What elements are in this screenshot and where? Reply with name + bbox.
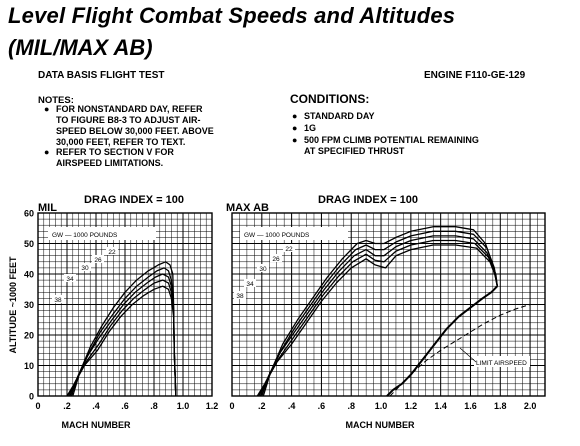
bullet-icon: ● [292,123,298,133]
series-label: 26 [272,256,280,263]
series-label: 22 [108,249,116,256]
panel-label: MIL [38,202,57,214]
x-tick-label: .8 [347,401,355,411]
legend-label: GW — 1000 POUNDS [52,232,118,239]
note-line: SPEED BELOW 30,000 FEET. ABOVE [56,126,214,136]
y-axis-label: ALTITUDE ~1000 FEET [8,256,18,354]
condition-item-1: ● STANDARD DAY [292,111,375,122]
plot-frame [37,212,213,397]
condition-item-2: ● 1G [292,123,316,134]
legend-bg [240,227,348,240]
legend-label: GW — 1000 POUNDS [244,232,310,239]
y-tick-label: 50 [24,239,34,249]
series-label-bg [283,244,295,252]
y-tick-label: 10 [24,361,34,371]
bullet-icon: ● [292,135,298,145]
x-tick-label: 0 [229,401,234,411]
series-label: 30 [81,265,89,272]
note-line: TO FIGURE B8-3 TO ADJUST AIR- [56,115,201,125]
series-label: 38 [236,293,244,300]
series-line-38 [66,285,177,397]
x-tick-label: 1.2 [206,401,219,411]
notes-heading: NOTES: [38,95,74,106]
note-line: REFER TO SECTION V FOR [56,147,174,157]
series-label-bg [257,264,269,272]
x-tick-label: 1.0 [375,401,388,411]
y-tick-label: 40 [24,270,34,280]
series-line-34 [258,239,498,397]
x-tick-label: 0 [35,401,40,411]
data-basis-label: DATA BASIS FLIGHT TEST [38,70,165,81]
series-label: 22 [285,246,293,253]
x-tick-label: .6 [121,401,129,411]
note-line: FOR NONSTANDARD DAY, REFER [56,104,203,114]
series-label-bg [244,279,256,287]
condition-item-3: ● 500 FPM CLIMB POTENTIAL REMAINING AT SP… [292,135,479,157]
x-tick-label: .6 [318,401,326,411]
series-label-bg [52,295,64,303]
note-line: AIRSPEED LIMITATIONS. [56,158,164,168]
x-tick-label: 2.0 [524,401,537,411]
series-line-38 [256,244,498,397]
series-line-26 [261,230,498,397]
x-tick-label: 1.6 [464,401,477,411]
y-tick-label: 20 [24,331,34,341]
x-axis-label: MACH NUMBER [62,420,131,430]
series-line-22 [262,226,498,397]
note-item-1: ● FOR NONSTANDARD DAY, REFER TO FIGURE B8… [44,104,274,148]
x-tick-label: .2 [63,401,71,411]
series-line-LIMIT AIRSPEED [389,304,531,397]
series-line-22 [72,261,177,397]
panel-label: MAX AB [226,202,269,214]
condition-line: AT SPECIFIED THRUST [304,146,405,156]
condition-line: 1G [304,123,317,133]
series-label: 34 [246,281,254,288]
note-item-2: ● REFER TO SECTION V FOR AIRSPEED LIMITAT… [44,147,274,169]
y-tick-label: 60 [24,209,34,219]
engine-label: ENGINE F110-GE-129 [424,70,526,81]
bullet-icon: ● [44,147,50,157]
condition-line: STANDARD DAY [304,111,375,121]
conditions-heading: CONDITIONS: [290,92,370,106]
note-line: 30,000 FEET, REFER TO TEXT. [56,137,186,147]
series-label: 34 [66,276,74,283]
bullet-icon: ● [44,104,50,114]
series-label: 38 [54,297,62,304]
x-tick-label: .4 [92,401,100,411]
series-label-bg [92,255,104,263]
series-label-bg [270,254,282,262]
series-label: 30 [259,266,267,273]
series-label-bg [64,274,76,282]
x-tick-label: 1.8 [494,401,507,411]
series-label-bg [79,263,91,271]
x-tick-label: .4 [288,401,296,411]
y-tick-label: 30 [24,300,34,310]
series-label-bg [234,291,246,299]
bullet-icon: ● [292,111,298,121]
series-line-heavy [386,285,499,397]
y-tick-label: 0 [29,392,34,402]
limit-label-bg [474,356,530,367]
series-line-30 [259,235,498,397]
legend-bg [48,227,156,240]
chart-title: DRAG INDEX = 100 [84,194,184,206]
x-tick-label: .8 [150,401,158,411]
x-axis-label: MACH NUMBER [346,420,415,430]
x-tick-label: 1.4 [434,401,447,411]
limit-airspeed-label: LIMIT AIRSPEED [476,360,527,367]
plot-frame [231,212,546,397]
series-label: 26 [94,257,102,264]
x-tick-label: 1.0 [177,401,190,411]
page-subtitle: (MIL/MAX AB) [8,35,153,60]
condition-line: 500 FPM CLIMB POTENTIAL REMAINING [304,135,479,145]
x-tick-label: 1.2 [405,401,418,411]
page-title: Level Flight Combat Speeds and Altitudes [8,3,456,28]
limit-leader-line [459,347,477,363]
chart-title: DRAG INDEX = 100 [318,194,418,206]
x-tick-label: .2 [258,401,266,411]
series-label-bg [106,247,118,255]
